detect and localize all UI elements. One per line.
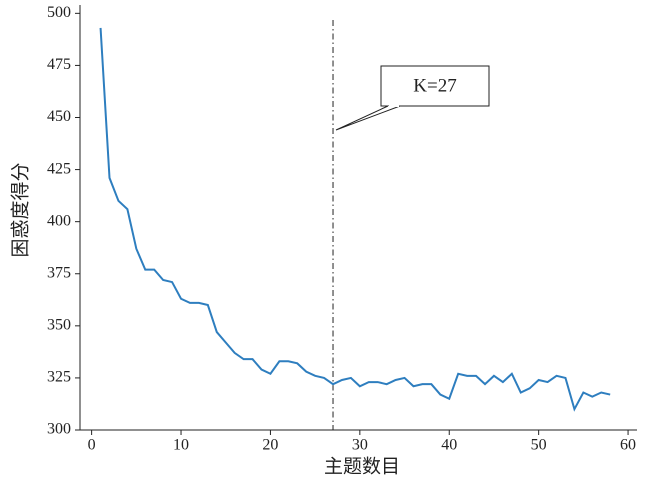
y-tick-label: 300 — [47, 421, 71, 438]
x-axis-label: 主题数目 — [324, 455, 400, 477]
x-tick-label: 50 — [531, 437, 547, 454]
x-tick-label: 30 — [352, 437, 368, 454]
x-tick-label: 60 — [620, 437, 636, 454]
y-tick-label: 325 — [47, 369, 71, 386]
annotation-box — [380, 65, 490, 107]
y-tick-label: 400 — [47, 212, 71, 229]
y-axis-label: 困惑度得分 — [9, 162, 31, 257]
x-tick-label: 40 — [441, 437, 457, 454]
y-tick-label: 425 — [47, 160, 71, 177]
data-line — [99, 27, 611, 412]
y-tick-label: 350 — [47, 317, 71, 334]
annotation-pointer — [335, 105, 401, 131]
x-tick-label: 0 — [88, 437, 96, 454]
y-tick-label: 450 — [47, 108, 71, 125]
y-tick-label: 500 — [47, 4, 71, 21]
x-tick-label: 10 — [173, 437, 189, 454]
annotation-text: K=27 — [413, 75, 456, 96]
y-tick-label: 375 — [47, 264, 71, 281]
x-tick-label: 20 — [262, 437, 278, 454]
y-tick-label: 475 — [47, 56, 71, 73]
